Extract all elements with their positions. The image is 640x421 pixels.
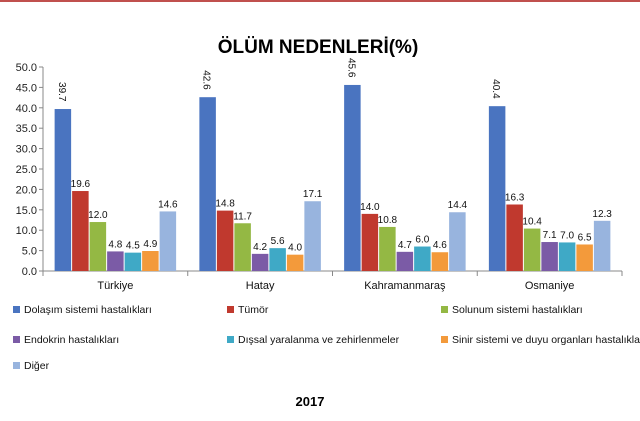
category-label: Türkiye (97, 280, 133, 292)
y-tick-label: 35.0 (16, 123, 37, 135)
y-tick-label: 5.0 (22, 246, 37, 258)
legend-swatch (441, 336, 448, 343)
category-label: Osmaniye (525, 280, 575, 292)
top-accent-line (0, 0, 640, 2)
bar-5-3 (414, 246, 431, 271)
bar-1-1 (54, 109, 72, 271)
bar-5-2 (269, 248, 286, 271)
bar-4-2 (251, 253, 269, 271)
bar-value-label: 45.6 (345, 58, 356, 78)
legend: Dolaşım sistemi hastalıkları Tümör Solunum… (13, 304, 640, 372)
bar-value-label: 19.6 (71, 179, 91, 190)
y-tick-label: 25.0 (16, 164, 37, 176)
legend-swatch (227, 306, 234, 313)
bar-3-4 (523, 228, 541, 271)
legend-swatch (441, 306, 448, 313)
y-tick-label: 20.0 (16, 184, 37, 196)
bar-6-2 (286, 254, 304, 271)
y-tick-label: 45.0 (16, 82, 37, 94)
bar-value-label: 6.0 (415, 235, 429, 246)
bar-3-1 (89, 222, 107, 271)
bar-value-label: 11.7 (233, 211, 252, 222)
bar-value-label: 4.9 (143, 239, 157, 250)
legend-label: Dışsal yaralanma ve zehirlenmeler (238, 334, 400, 346)
legend-swatch (227, 336, 234, 343)
bar-value-label: 17.1 (303, 189, 323, 200)
bar-value-label: 7.1 (543, 230, 557, 241)
bar-value-label: 4.7 (398, 240, 412, 251)
bar-7-1 (159, 211, 177, 271)
bar-value-label: 5.6 (271, 236, 285, 247)
legend-label: Endokrin hastalıkları (24, 334, 119, 346)
bar-value-label: 40.4 (490, 79, 501, 99)
bar-5-1 (124, 252, 142, 271)
bar-1-3 (344, 84, 361, 272)
bar-2-3 (361, 213, 379, 271)
bar-value-label: 14.4 (448, 200, 468, 211)
y-tick-label: 30.0 (16, 144, 37, 156)
bar-4-4 (541, 242, 558, 271)
bar-5-4 (558, 242, 576, 271)
bar-7-4 (593, 220, 611, 271)
bar-2-1 (72, 191, 89, 271)
bar-2-4 (506, 204, 523, 271)
bar-7-2 (304, 201, 321, 271)
legend-label: Tümör (238, 304, 269, 316)
y-tick-label: 50.0 (16, 62, 37, 74)
bar-value-label: 12.0 (88, 210, 108, 221)
bar-value-label: 4.2 (253, 242, 267, 253)
bar-value-label: 39.7 (56, 82, 67, 102)
chart-title: ÖLÜM NEDENLERİ(%) (218, 37, 419, 58)
legend-label: Diğer (24, 360, 50, 372)
year-label: 2017 (296, 394, 325, 409)
bar-7-3 (449, 212, 466, 271)
legend-label: Dolaşım sistemi hastalıkları (24, 304, 152, 316)
bar-value-label: 14.0 (360, 202, 380, 213)
legend-swatch (13, 306, 20, 313)
bar-2-2 (216, 210, 234, 271)
category-label: Kahramanmaraş (364, 280, 446, 292)
category-labels: Türkiye Hatay Kahramanmaraş Osmaniye (42, 271, 623, 292)
bar-4-3 (396, 251, 414, 271)
y-tick-label: 40.0 (16, 103, 37, 115)
bar-value-label: 14.8 (215, 199, 235, 210)
legend-label: Sinir sistemi ve duyu organları hastalık… (452, 334, 640, 346)
bar-6-4 (576, 244, 593, 271)
bar-value-label: 14.6 (158, 199, 178, 210)
y-tick-label: 0.0 (22, 266, 37, 278)
y-axis: 0.0 5.0 10.0 15.0 20.0 25.0 30.0 35.0 40.0 45.0 50… (16, 62, 622, 278)
bar-6-1 (142, 251, 159, 271)
legend-swatch (13, 336, 20, 343)
bar-value-label: 10.4 (522, 217, 542, 228)
bar-value-label: 42.6 (201, 70, 212, 90)
category-label: Hatay (246, 280, 275, 292)
bar-value-label: 4.8 (108, 239, 122, 250)
bar-1-4 (488, 106, 506, 271)
bar-value-label: 4.6 (433, 240, 447, 251)
bars: 39.7 19.6 12.0 4.8 4.5 4.9 14.6 42.6 14.811.7 4.2… (54, 58, 612, 272)
bar-3-3 (379, 226, 396, 271)
legend-label: Solunum sistemi hastalıkları (452, 304, 583, 316)
legend-swatch (13, 362, 20, 369)
bar-value-label: 12.3 (592, 209, 612, 220)
bar-value-label: 16.3 (505, 192, 525, 203)
bar-value-label: 6.5 (578, 232, 592, 243)
bar-value-label: 7.0 (560, 230, 574, 241)
y-tick-label: 15.0 (16, 205, 37, 217)
bar-4-1 (107, 251, 124, 271)
bar-value-label: 4.0 (288, 243, 302, 254)
bar-6-3 (431, 252, 449, 271)
bar-value-label: 4.5 (126, 241, 140, 252)
bar-value-label: 10.8 (378, 215, 398, 226)
y-tick-label: 10.0 (16, 225, 37, 237)
bar-3-2 (234, 223, 251, 271)
bar-1-2 (199, 97, 216, 271)
